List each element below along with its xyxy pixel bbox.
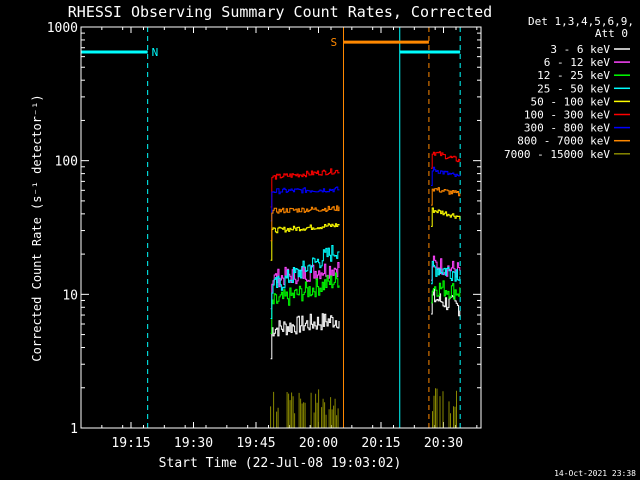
- series-trace-12-25-kev: [270, 272, 340, 334]
- legend-label: 12 - 25 keV: [537, 69, 610, 82]
- series-trace-50-100-kev: [431, 207, 461, 227]
- legend-header-line1: Det 1,3,4,5,6,9,: [528, 15, 634, 28]
- night-label: N: [152, 46, 159, 59]
- series-trace-800-7000-kev: [431, 187, 461, 206]
- legend-label: 800 - 7000 keV: [517, 135, 610, 148]
- plot-frame: [80, 26, 482, 429]
- legend-label: 100 - 300 keV: [524, 109, 610, 122]
- y-tick-label: 1: [70, 422, 78, 437]
- saa-label: S: [331, 36, 338, 49]
- y-axis-label: Corrected Count Rate (s⁻¹ detector⁻¹): [30, 94, 44, 361]
- series-trace-12-25-kev: [431, 280, 461, 304]
- legend-label: 3 - 6 keV: [550, 43, 610, 56]
- series-trace-800-7000-kev: [270, 205, 340, 242]
- legend-label: 25 - 50 keV: [537, 82, 610, 95]
- series-trace-100-300-kev: [270, 168, 340, 208]
- series-trace-7000-15000-kev: [270, 389, 339, 428]
- x-tick-label: 19:30: [174, 436, 213, 451]
- x-tick-label: 19:15: [111, 436, 150, 451]
- series-trace-300-800-kev: [270, 186, 340, 222]
- legend-label: 7000 - 15000 keV: [504, 148, 610, 161]
- legend-header-line2: Att 0: [595, 27, 628, 40]
- x-tick-label: 20:30: [424, 436, 463, 451]
- series-trace-3-6-kev: [270, 313, 340, 360]
- series-trace-100-300-kev: [431, 151, 461, 169]
- x-tick-label: 19:45: [236, 436, 275, 451]
- x-tick-label: 20:15: [361, 436, 400, 451]
- legend-label: 50 - 100 keV: [531, 95, 611, 108]
- x-tick-label: 20:00: [299, 436, 338, 451]
- y-tick-label: 1000: [47, 21, 78, 36]
- series-trace-25-50-kev: [270, 245, 340, 319]
- chart-title: RHESSI Observing Summary Count Rates, Co…: [68, 3, 492, 21]
- series-trace-3-6-kev: [431, 289, 461, 317]
- legend-label: 300 - 800 keV: [524, 122, 610, 135]
- series-trace-7000-15000-kev: [432, 388, 457, 428]
- y-tick-label: 100: [55, 155, 78, 170]
- plot-area: 19:15 19:30 19:45 20:00 20:15 20:30 1 10 100 1000…: [47, 21, 481, 451]
- series-trace-300-800-kev: [431, 166, 461, 186]
- series-trace-6-12-kev: [270, 262, 340, 310]
- legend-label: 6 - 12 keV: [544, 56, 611, 69]
- footer-timestamp: 14-Oct-2021 23:38: [554, 469, 636, 478]
- x-axis-label: Start Time (22-Jul-08 19:03:02): [159, 456, 402, 471]
- y-tick-label: 10: [62, 288, 78, 303]
- series-trace-50-100-kev: [270, 223, 340, 261]
- series-trace-25-50-kev: [431, 260, 461, 285]
